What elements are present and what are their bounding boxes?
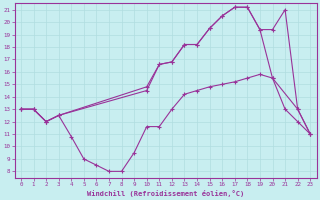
X-axis label: Windchill (Refroidissement éolien,°C): Windchill (Refroidissement éolien,°C)	[87, 190, 244, 197]
